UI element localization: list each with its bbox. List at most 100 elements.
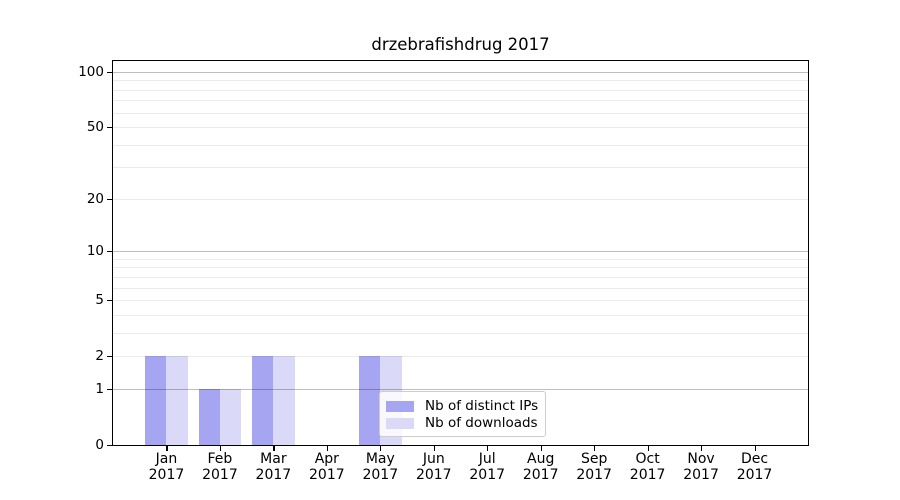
legend-item-downloads: Nb of downloads [386,415,539,432]
y-tick-mark [107,71,112,74]
gridline-minor [113,276,808,278]
x-tick-label: Apr 2017 [295,451,359,483]
gridline-minor [113,332,808,334]
x-tick-mark [487,446,489,451]
legend: Nb of distinct IPs Nb of downloads [379,391,546,437]
x-tick-month: May [365,451,395,467]
x-tick-year: 2017 [415,466,452,483]
gridline-major [113,251,808,253]
y-tick-mark [107,198,112,201]
x-tick-year: 2017 [576,466,612,483]
y-tick-label: 10 [86,243,104,260]
x-tick-label: Dec 2017 [723,451,787,483]
y-tick-mark [107,300,112,302]
gridline-major [113,71,808,73]
x-tick-year: 2017 [736,466,773,483]
x-tick-month: Aug [527,451,555,467]
bar-downloads-jan [166,356,188,445]
y-tick-mark [107,444,112,446]
x-tick-year: 2017 [148,466,185,483]
y-tick-label: 5 [95,292,104,309]
x-tick-label: Jun 2017 [402,451,466,483]
gridline-minor [113,167,808,169]
x-tick-mark [380,446,382,451]
x-tick-month: Mar [260,451,287,467]
x-tick-label: Mar 2017 [241,451,305,483]
bar-distinct-ips-mar [251,356,274,445]
x-tick-year: 2017 [309,466,345,483]
gridline-minor [113,100,808,102]
y-tick-label: 50 [86,119,104,136]
x-tick-year: 2017 [362,466,399,483]
legend-label-distinct-ips: Nb of distinct IPs [425,398,539,414]
gridline-minor [113,80,808,82]
x-tick-month: Feb [207,451,233,467]
y-tick-label: 20 [86,190,104,207]
x-tick-mark [594,446,596,451]
bar-downloads-feb [219,388,242,445]
gridline-minor [113,89,808,91]
y-tick-mark [107,127,112,129]
x-tick-year: 2017 [683,466,719,483]
y-tick-label: 2 [95,348,104,365]
x-tick-month: Jan [155,451,178,467]
gridline-minor [113,300,808,302]
x-tick-label: Aug 2017 [509,451,573,483]
gridline-minor [113,144,808,146]
legend-label-downloads: Nb of downloads [425,415,538,431]
x-tick-mark [219,446,222,451]
x-tick-mark [540,446,542,451]
gridlines-layer [113,61,808,445]
legend-swatch-downloads [386,418,414,429]
x-tick-month: Jun [422,451,445,467]
x-tick-mark [701,446,703,451]
x-tick-year: 2017 [202,466,238,483]
x-tick-mark [647,446,649,451]
y-tick-label: 0 [95,437,104,453]
x-tick-year: 2017 [629,466,666,483]
plot-area: Nb of distinct IPs Nb of downloads [112,60,809,446]
x-tick-label: Jul 2017 [455,451,519,483]
x-tick-month: Nov [687,451,715,467]
y-tick-mark [107,388,112,391]
gridline-minor [113,267,808,269]
x-tick-mark [326,446,329,451]
x-tick-mark [273,446,275,451]
x-tick-year: 2017 [469,466,506,483]
x-tick-label: Sep 2017 [562,451,626,483]
y-tick-mark [107,356,112,358]
legend-swatch-distinct-ips [386,401,414,412]
bar-downloads-mar [273,356,295,445]
x-tick-year: 2017 [255,466,292,483]
x-tick-mark [166,446,168,451]
x-tick-month: Oct [635,451,660,467]
legend-item-distinct-ips: Nb of distinct IPs [386,398,539,415]
x-tick-month: Dec [740,451,769,467]
x-tick-label: Feb 2017 [188,451,252,483]
bar-distinct-ips-may [358,356,381,445]
x-tick-month: Jul [478,451,496,467]
x-tick-label: Nov 2017 [669,451,733,483]
x-tick-year: 2017 [522,466,559,483]
x-tick-mark [754,446,756,451]
x-tick-label: Jan 2017 [134,451,198,483]
gridline-minor [113,198,808,200]
y-tick-label: 100 [78,63,104,80]
gridline-minor [113,314,808,316]
gridline-minor [113,356,808,358]
gridline-major [113,388,808,390]
bar-distinct-ips-feb [198,388,220,445]
x-tick-label: Oct 2017 [616,451,680,483]
x-tick-month: Apr [314,451,339,467]
x-tick-label: May 2017 [348,451,412,483]
bar-distinct-ips-jan [145,356,167,445]
gridline-minor [113,127,808,129]
gridline-minor [113,287,808,289]
chart-title: drzebrafishdrug 2017 [371,35,550,54]
gridline-minor [113,112,808,114]
x-tick-mark [433,446,435,451]
x-tick-month: Sep [580,451,608,467]
gridline-minor [113,258,808,260]
y-tick-mark [107,251,112,253]
